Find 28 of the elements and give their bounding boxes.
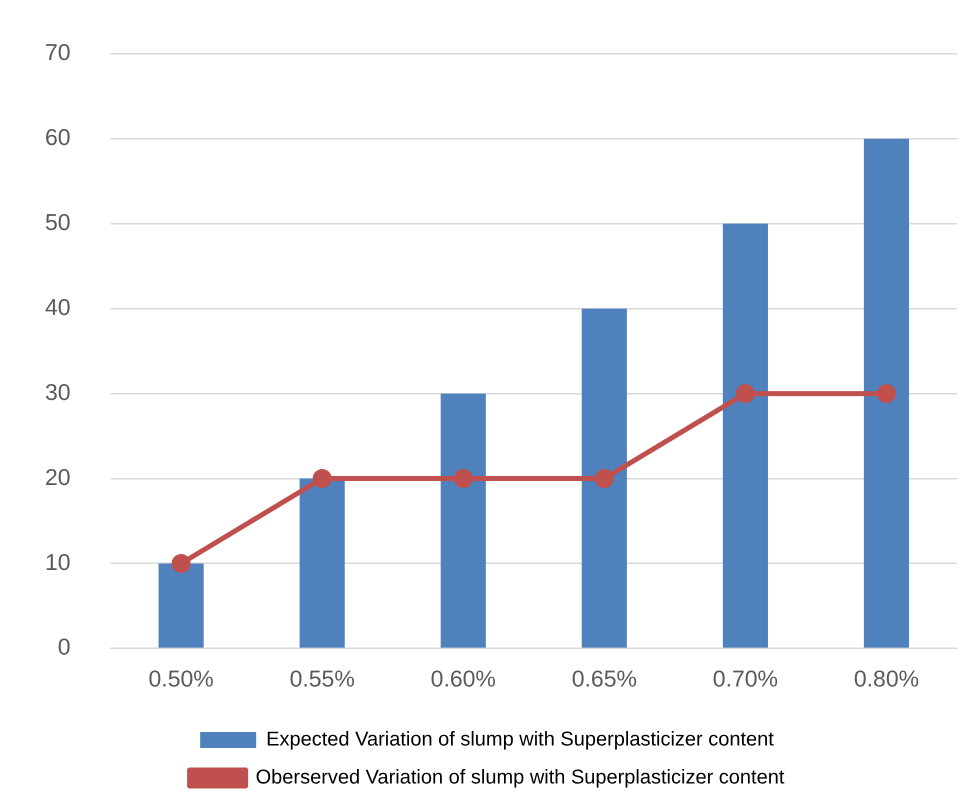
bar [582, 308, 627, 648]
bar [158, 563, 204, 648]
point [172, 554, 191, 573]
x-tick-label: 0.80% [854, 666, 920, 692]
point [594, 469, 614, 488]
x-tick-label: 0.50% [148, 666, 214, 692]
bar [440, 394, 486, 648]
x-tick-label: 0.65% [572, 666, 637, 692]
y-tick-label: 30 [44, 378, 71, 405]
point [736, 384, 755, 404]
x-tick-label: 0.60% [430, 666, 496, 692]
legend-label: Oberserved Variation of slump with Superplasticizer content [256, 766, 785, 789]
point [454, 469, 473, 488]
y-tick-label: 10 [44, 548, 71, 575]
y-tick-label: 20 [44, 464, 71, 490]
point [876, 384, 896, 404]
legend-label: Expected Variation of slump with Superplasticizer content [266, 728, 774, 751]
bar [722, 224, 768, 648]
point [312, 469, 332, 488]
x-tick-label: 0.70% [712, 666, 778, 692]
y-tick-label: 50 [44, 209, 71, 236]
y-tick-label: 60 [44, 124, 71, 150]
y-tick-label: 70 [44, 39, 71, 66]
bar [864, 138, 910, 648]
bar [300, 478, 345, 648]
y-tick-label: 40 [44, 294, 71, 320]
y-tick-label: 0 [58, 634, 71, 660]
x-tick-label: 0.55% [290, 666, 355, 692]
